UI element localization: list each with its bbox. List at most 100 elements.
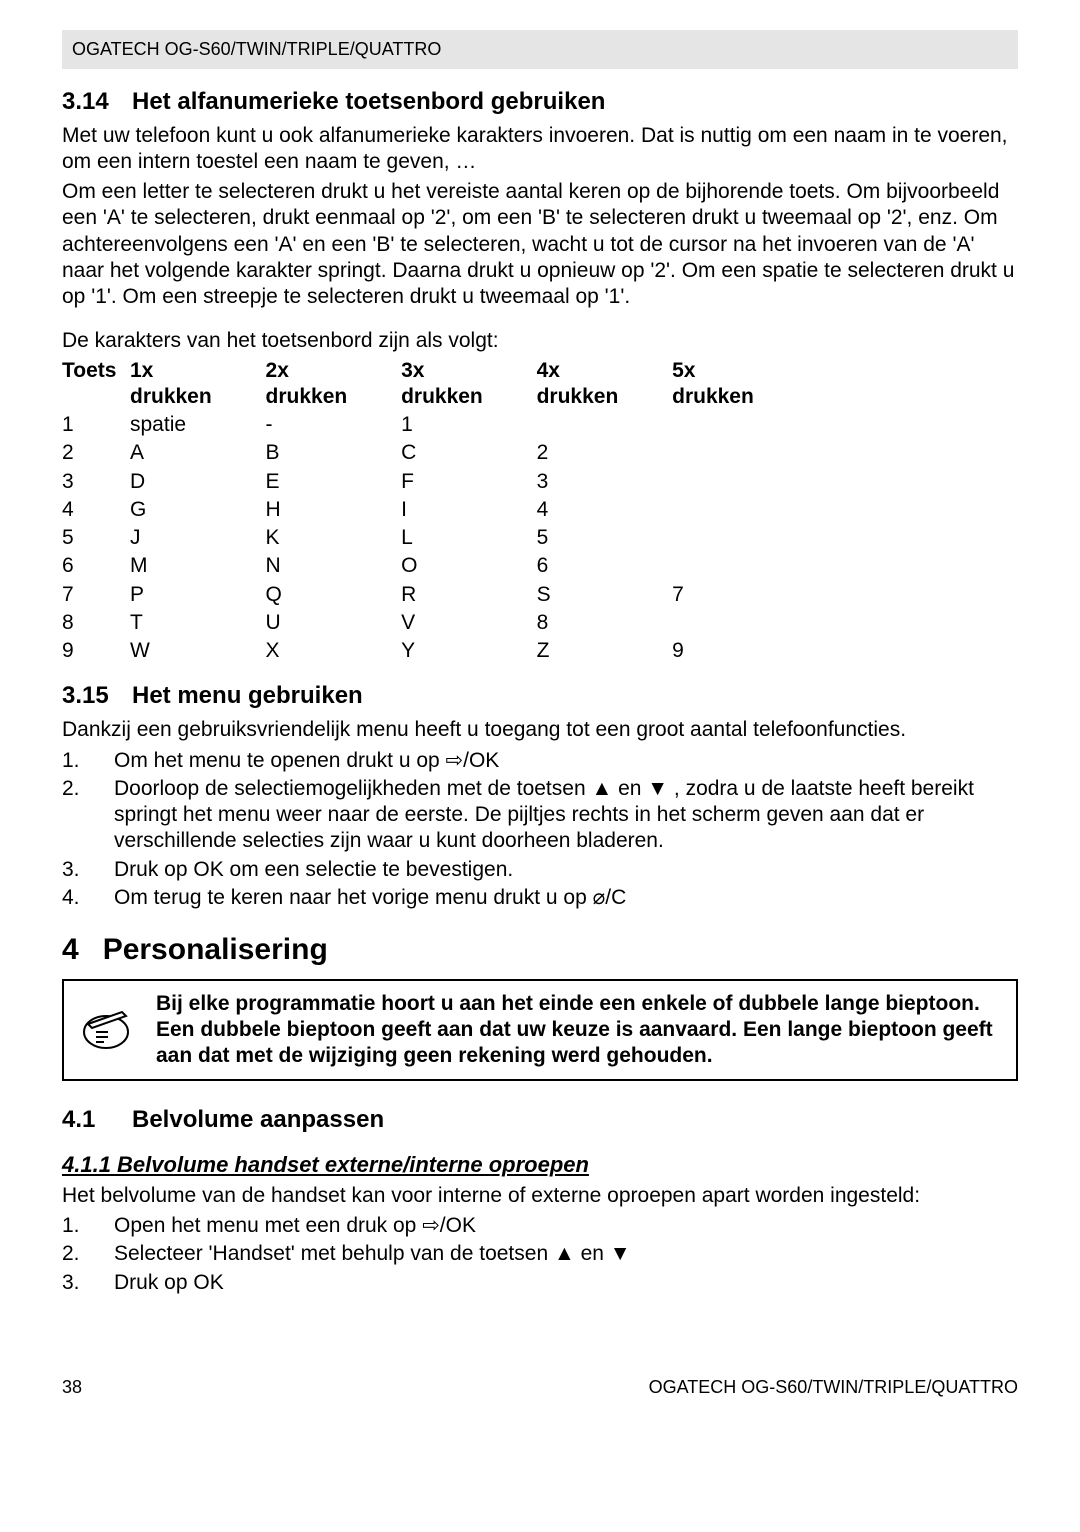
table-row: 9WXYZ9 xyxy=(62,637,808,665)
chapter-number: 4 xyxy=(62,931,79,969)
numbered-list: 1. Om het menu te openen drukt u op ⇨/OK 2… xyxy=(62,748,1018,912)
list-item-text: Selecteer 'Handset' met behulp van de to… xyxy=(114,1241,631,1267)
note-text: Bij elke programmatie hoort u aan het ei… xyxy=(156,991,1004,1070)
table-cell xyxy=(672,411,808,439)
table-cell: spatie xyxy=(130,411,266,439)
table-cell: 1 xyxy=(62,411,130,439)
table-cell xyxy=(672,552,808,580)
table-cell: Q xyxy=(266,581,402,609)
section-number: 4.1 xyxy=(62,1105,118,1135)
table-cell xyxy=(672,496,808,524)
table-cell: 9 xyxy=(62,637,130,665)
col-header: 2xdrukken xyxy=(266,357,402,412)
paragraph: Met uw telefoon kunt u ook alfanumerieke… xyxy=(62,123,1018,176)
note-icon xyxy=(76,1002,136,1058)
list-item-number: 4. xyxy=(62,885,92,911)
table-cell: 3 xyxy=(537,468,673,496)
table-cell: 6 xyxy=(537,552,673,580)
table-cell: 9 xyxy=(672,637,808,665)
section-3-14-heading: 3.14 Het alfanumerieke toetsenbord gebru… xyxy=(62,87,1018,117)
list-item-text: Om het menu te openen drukt u op ⇨/OK xyxy=(114,748,499,774)
table-cell: J xyxy=(130,524,266,552)
table-cell: 7 xyxy=(62,581,130,609)
table-cell: B xyxy=(266,439,402,467)
list-item: 1.Open het menu met een druk op ⇨/OK xyxy=(62,1213,1018,1239)
table-cell: Y xyxy=(401,637,537,665)
table-row: 2ABC2 xyxy=(62,439,808,467)
table-cell: 2 xyxy=(537,439,673,467)
table-cell xyxy=(537,411,673,439)
table-cell: 1 xyxy=(401,411,537,439)
table-cell: 2 xyxy=(62,439,130,467)
section-3-15-heading: 3.15 Het menu gebruiken xyxy=(62,681,1018,711)
table-cell: 6 xyxy=(62,552,130,580)
table-cell: T xyxy=(130,609,266,637)
section-4-1-heading: 4.1 Belvolume aanpassen xyxy=(62,1105,1018,1135)
table-cell: U xyxy=(266,609,402,637)
table-row: 4GHI4 xyxy=(62,496,808,524)
numbered-list: 1.Open het menu met een druk op ⇨/OK2. Se… xyxy=(62,1213,1018,1296)
table-row: 6MNO6 xyxy=(62,552,808,580)
list-item-text: Om terug te keren naar het vorige menu d… xyxy=(114,885,626,911)
table-cell: O xyxy=(401,552,537,580)
table-cell xyxy=(672,524,808,552)
list-item-text: Druk op OK xyxy=(114,1270,224,1296)
col-header: 1xdrukken xyxy=(130,357,266,412)
table-cell: - xyxy=(266,411,402,439)
list-item-number: 3. xyxy=(62,1270,92,1296)
table-row: 8TUV8 xyxy=(62,609,808,637)
table-cell: E xyxy=(266,468,402,496)
col-header: 3xdrukken xyxy=(401,357,537,412)
paragraph: Het belvolume van de handset kan voor in… xyxy=(62,1183,1018,1209)
table-cell: 5 xyxy=(62,524,130,552)
list-item-text: Doorloop de selectiemogelijkheden met de… xyxy=(114,776,1018,855)
note-box: Bij elke programmatie hoort u aan het ei… xyxy=(62,979,1018,1082)
footer-right: OGATECH OG-S60/TWIN/TRIPLE/QUATTRO xyxy=(649,1376,1018,1399)
table-row: 1spatie-1 xyxy=(62,411,808,439)
table-cell: S xyxy=(537,581,673,609)
table-cell: W xyxy=(130,637,266,665)
subsection-4-1-1-heading: 4.1.1 Belvolume handset externe/interne … xyxy=(62,1151,1018,1179)
list-item: 1. Om het menu te openen drukt u op ⇨/OK xyxy=(62,748,1018,774)
table-cell: 5 xyxy=(537,524,673,552)
section-title: Het alfanumerieke toetsenbord gebruiken xyxy=(132,87,605,117)
table-cell: Z xyxy=(537,637,673,665)
list-item-number: 2. xyxy=(62,776,92,855)
table-cell: P xyxy=(130,581,266,609)
list-item-text: Open het menu met een druk op ⇨/OK xyxy=(114,1213,476,1239)
table-cell xyxy=(672,439,808,467)
list-item-number: 1. xyxy=(62,748,92,774)
list-item: 3. Druk op OK xyxy=(62,1270,1018,1296)
page-header-strip: OGATECH OG-S60/TWIN/TRIPLE/QUATTRO xyxy=(62,30,1018,69)
table-cell: 8 xyxy=(537,609,673,637)
table-cell: R xyxy=(401,581,537,609)
table-cell: X xyxy=(266,637,402,665)
table-cell: 4 xyxy=(62,496,130,524)
table-cell: C xyxy=(401,439,537,467)
table-cell: V xyxy=(401,609,537,637)
chapter-4-heading: 4 Personalisering xyxy=(62,931,1018,969)
col-header: 4xdrukken xyxy=(537,357,673,412)
table-row: 3DEF3 xyxy=(62,468,808,496)
paragraph: Dankzij een gebruiksvriendelijk menu hee… xyxy=(62,717,1018,743)
table-cell: K xyxy=(266,524,402,552)
page-number: 38 xyxy=(62,1376,82,1399)
table-cell: 3 xyxy=(62,468,130,496)
list-item-number: 3. xyxy=(62,857,92,883)
page-footer: 38 OGATECH OG-S60/TWIN/TRIPLE/QUATTRO xyxy=(62,1376,1018,1399)
table-cell: F xyxy=(401,468,537,496)
list-item: 2. Selecteer 'Handset' met behulp van de … xyxy=(62,1241,1018,1267)
col-header: 5xdrukken xyxy=(672,357,808,412)
list-item-text: Druk op OK om een selectie te bevestigen… xyxy=(114,857,513,883)
table-caption: De karakters van het toetsenbord zijn al… xyxy=(62,328,1018,354)
table-row: 7PQRS7 xyxy=(62,581,808,609)
table-cell xyxy=(672,609,808,637)
table-row: 5JKL5 xyxy=(62,524,808,552)
list-item-number: 2. xyxy=(62,1241,92,1267)
table-cell: L xyxy=(401,524,537,552)
table-cell: G xyxy=(130,496,266,524)
section-title: Belvolume aanpassen xyxy=(132,1105,384,1135)
section-number: 3.14 xyxy=(62,87,118,117)
chapter-title: Personalisering xyxy=(103,931,328,969)
col-header: Toets xyxy=(62,357,130,412)
